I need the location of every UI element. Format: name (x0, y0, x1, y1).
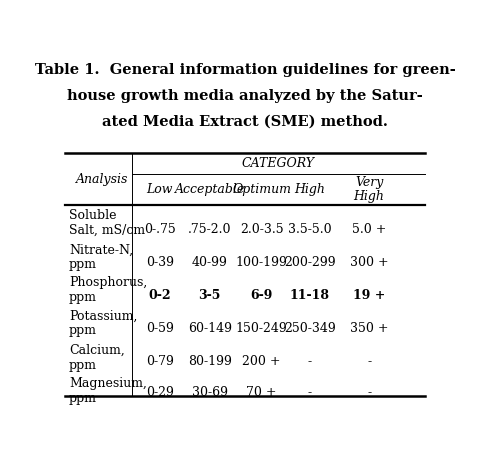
Text: ated Media Extract (SME) method.: ated Media Extract (SME) method. (102, 115, 388, 129)
Text: 5.0 +: 5.0 + (352, 223, 386, 236)
Text: CATEGORY: CATEGORY (242, 157, 315, 170)
Text: 6-9: 6-9 (250, 289, 273, 302)
Text: 200-299: 200-299 (284, 256, 336, 269)
Text: High: High (294, 183, 325, 196)
Text: 0-59: 0-59 (146, 322, 174, 335)
Text: 350 +: 350 + (350, 322, 388, 335)
Text: Calcium,
ppm: Calcium, ppm (69, 344, 125, 372)
Text: Phosphorus,
ppm: Phosphorus, ppm (69, 276, 147, 304)
Text: Soluble
Salt, mS/cm: Soluble Salt, mS/cm (69, 209, 145, 237)
Text: 60-149: 60-149 (188, 322, 232, 335)
Text: 200 +: 200 + (242, 355, 281, 368)
Text: 0-.75: 0-.75 (144, 223, 175, 236)
Text: Table 1.  General information guidelines for green-: Table 1. General information guidelines … (34, 63, 456, 77)
Text: Acceptable: Acceptable (174, 183, 245, 196)
Text: 40-99: 40-99 (192, 256, 228, 269)
Text: Nitrate-N,
ppm: Nitrate-N, ppm (69, 244, 133, 272)
Text: Analysis: Analysis (76, 173, 129, 186)
Text: 3-5: 3-5 (198, 289, 221, 302)
Text: 19 +: 19 + (353, 289, 385, 302)
Text: -: - (367, 355, 371, 368)
Text: house growth media analyzed by the Satur-: house growth media analyzed by the Satur… (67, 89, 423, 103)
Text: Optimum: Optimum (232, 183, 291, 196)
Text: .75-2.0: .75-2.0 (188, 223, 231, 236)
Text: Very
High: Very High (354, 176, 384, 203)
Text: 0-2: 0-2 (149, 289, 171, 302)
Text: 300 +: 300 + (350, 256, 389, 269)
Text: 150-249: 150-249 (236, 322, 288, 335)
Text: 0-79: 0-79 (146, 355, 174, 368)
Text: -: - (308, 355, 312, 368)
Text: -: - (367, 386, 371, 399)
Text: -: - (308, 386, 312, 399)
Text: 2.0-3.5: 2.0-3.5 (240, 223, 283, 236)
Text: 11-18: 11-18 (290, 289, 330, 302)
Text: 80-199: 80-199 (188, 355, 232, 368)
Text: 100-199: 100-199 (236, 256, 288, 269)
Text: 250-349: 250-349 (284, 322, 336, 335)
Text: 0-29: 0-29 (146, 386, 174, 399)
Text: Low: Low (147, 183, 173, 196)
Text: 70 +: 70 + (246, 386, 277, 399)
Text: 0-39: 0-39 (146, 256, 174, 269)
Text: Potassium,
ppm: Potassium, ppm (69, 309, 137, 337)
Text: 30-69: 30-69 (192, 386, 228, 399)
Text: 3.5-5.0: 3.5-5.0 (288, 223, 332, 236)
Text: Magnesium,
ppm: Magnesium, ppm (69, 377, 147, 405)
